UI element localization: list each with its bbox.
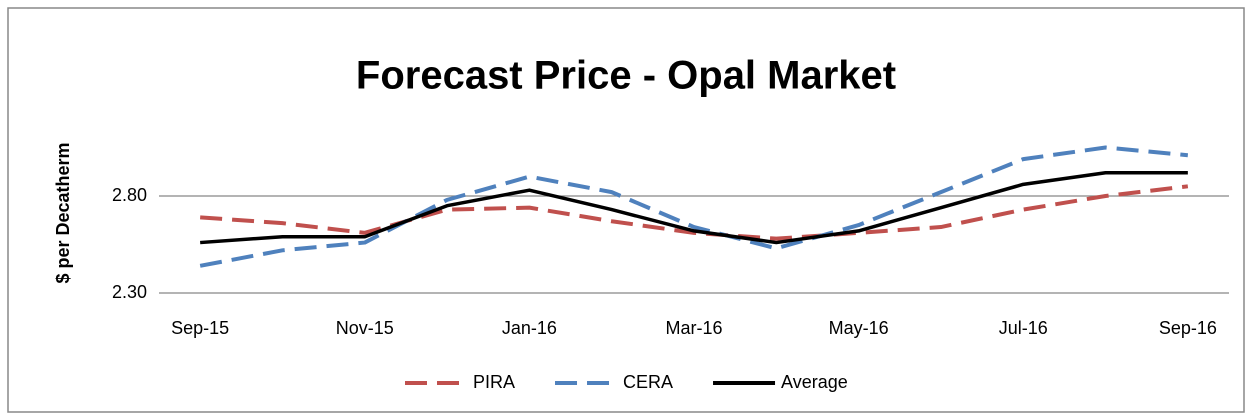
x-tick-label: Jan-16 [502,318,557,338]
x-tick-label: Nov-15 [336,318,394,338]
y-tick-label: 2.80 [112,185,147,205]
y-axis-label: $ per Decatherm [53,142,73,283]
x-tick-label: Sep-16 [1159,318,1217,338]
chart-border [7,7,1245,413]
x-tick-label: Jul-16 [999,318,1048,338]
legend-label: CERA [623,372,673,392]
series-line [200,170,1188,245]
y-tick-label: 2.30 [112,282,147,302]
series-line [200,184,1189,241]
series-line [199,145,1189,268]
legend-label: PIRA [473,372,515,392]
x-tick-label: May-16 [829,318,889,338]
legend-label: Average [781,372,848,392]
x-tick-label: Mar-16 [665,318,722,338]
chart-title: Forecast Price - Opal Market [356,54,896,98]
x-tick-label: Sep-15 [171,318,229,338]
